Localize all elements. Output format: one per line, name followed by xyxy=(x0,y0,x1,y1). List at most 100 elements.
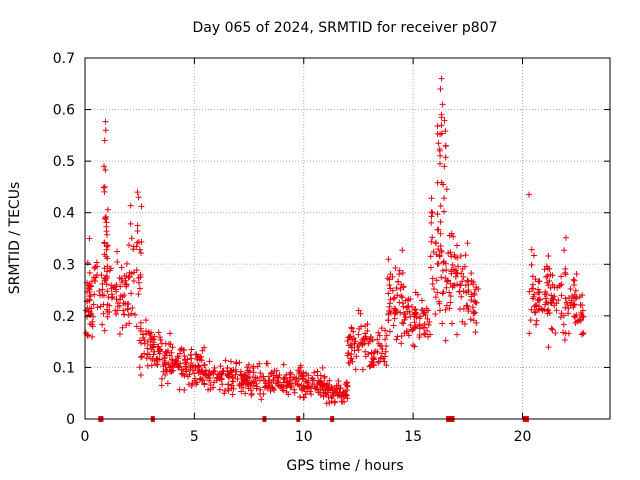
data-point xyxy=(570,302,577,309)
data-point xyxy=(179,371,186,378)
data-point xyxy=(126,242,133,249)
data-point xyxy=(102,118,109,125)
data-point xyxy=(303,370,310,377)
data-point xyxy=(436,253,443,260)
data-point xyxy=(101,183,108,190)
data-point xyxy=(403,304,410,311)
data-point xyxy=(429,209,436,216)
data-point xyxy=(150,351,157,358)
data-point xyxy=(321,375,328,382)
data-point xyxy=(186,371,193,378)
data-point xyxy=(218,376,225,383)
data-point xyxy=(241,372,248,379)
data-point xyxy=(530,285,537,292)
data-point xyxy=(439,320,446,327)
data-point xyxy=(128,310,135,317)
data-point xyxy=(285,391,292,398)
data-point xyxy=(86,282,93,289)
data-point xyxy=(86,269,93,276)
data-point xyxy=(356,325,363,332)
data-point xyxy=(420,310,427,317)
data-point xyxy=(404,297,411,304)
data-point xyxy=(450,233,457,240)
data-point xyxy=(442,306,449,313)
data-point xyxy=(103,231,110,238)
data-point xyxy=(386,281,393,288)
data-point xyxy=(99,321,106,328)
data-point xyxy=(154,361,161,368)
data-point xyxy=(117,283,124,290)
data-point xyxy=(565,310,572,317)
data-point xyxy=(467,316,474,323)
data-point xyxy=(113,311,120,318)
data-point xyxy=(548,300,555,307)
data-point xyxy=(443,302,450,309)
data-point xyxy=(188,346,195,353)
data-point xyxy=(370,362,377,369)
data-point xyxy=(374,349,381,356)
data-point xyxy=(579,313,586,320)
data-point xyxy=(110,284,117,291)
data-point xyxy=(92,278,99,285)
data-point xyxy=(456,288,463,295)
data-point xyxy=(154,356,161,363)
data-point xyxy=(396,271,403,278)
data-point xyxy=(195,363,202,370)
data-point xyxy=(462,252,469,259)
data-point xyxy=(557,314,564,321)
data-point xyxy=(434,123,441,130)
data-point xyxy=(526,330,533,337)
data-point xyxy=(374,336,381,343)
data-point xyxy=(128,290,135,297)
x-tick-label: 5 xyxy=(190,429,199,445)
data-point xyxy=(342,391,349,398)
data-point xyxy=(536,278,543,285)
data-point xyxy=(545,306,552,313)
data-point xyxy=(89,323,96,330)
data-point xyxy=(453,242,460,249)
data-point xyxy=(180,347,187,354)
data-point xyxy=(283,382,290,389)
data-point xyxy=(267,382,274,389)
data-point xyxy=(533,321,540,328)
data-point xyxy=(429,234,436,241)
data-point xyxy=(222,357,229,364)
data-point xyxy=(89,333,96,340)
data-point xyxy=(435,298,442,305)
data-point xyxy=(471,309,478,316)
data-point xyxy=(332,385,339,392)
data-point xyxy=(138,238,145,245)
data-point xyxy=(143,355,150,362)
data-point xyxy=(99,291,106,298)
data-point xyxy=(156,334,163,341)
data-point xyxy=(91,265,98,272)
data-point xyxy=(208,369,215,376)
data-point xyxy=(438,274,445,281)
data-point xyxy=(438,130,445,137)
data-point xyxy=(382,348,389,355)
data-point xyxy=(267,370,274,377)
data-point xyxy=(440,289,447,296)
data-point xyxy=(438,75,445,82)
data-point xyxy=(407,322,414,329)
data-point xyxy=(142,317,149,324)
data-point xyxy=(436,146,443,153)
data-point xyxy=(151,336,158,343)
data-point xyxy=(313,385,320,392)
data-point xyxy=(465,278,472,285)
data-point xyxy=(381,353,388,360)
data-point xyxy=(138,203,145,210)
data-point xyxy=(343,379,350,386)
data-point xyxy=(163,368,170,375)
data-point xyxy=(309,381,316,388)
data-point xyxy=(548,325,555,332)
data-point xyxy=(394,333,401,340)
data-point xyxy=(225,381,232,388)
data-point xyxy=(157,336,164,343)
data-point xyxy=(187,351,194,358)
data-point xyxy=(184,356,191,363)
data-point xyxy=(229,391,236,398)
data-point xyxy=(238,382,245,389)
data-point xyxy=(107,265,114,272)
data-point xyxy=(433,240,440,247)
